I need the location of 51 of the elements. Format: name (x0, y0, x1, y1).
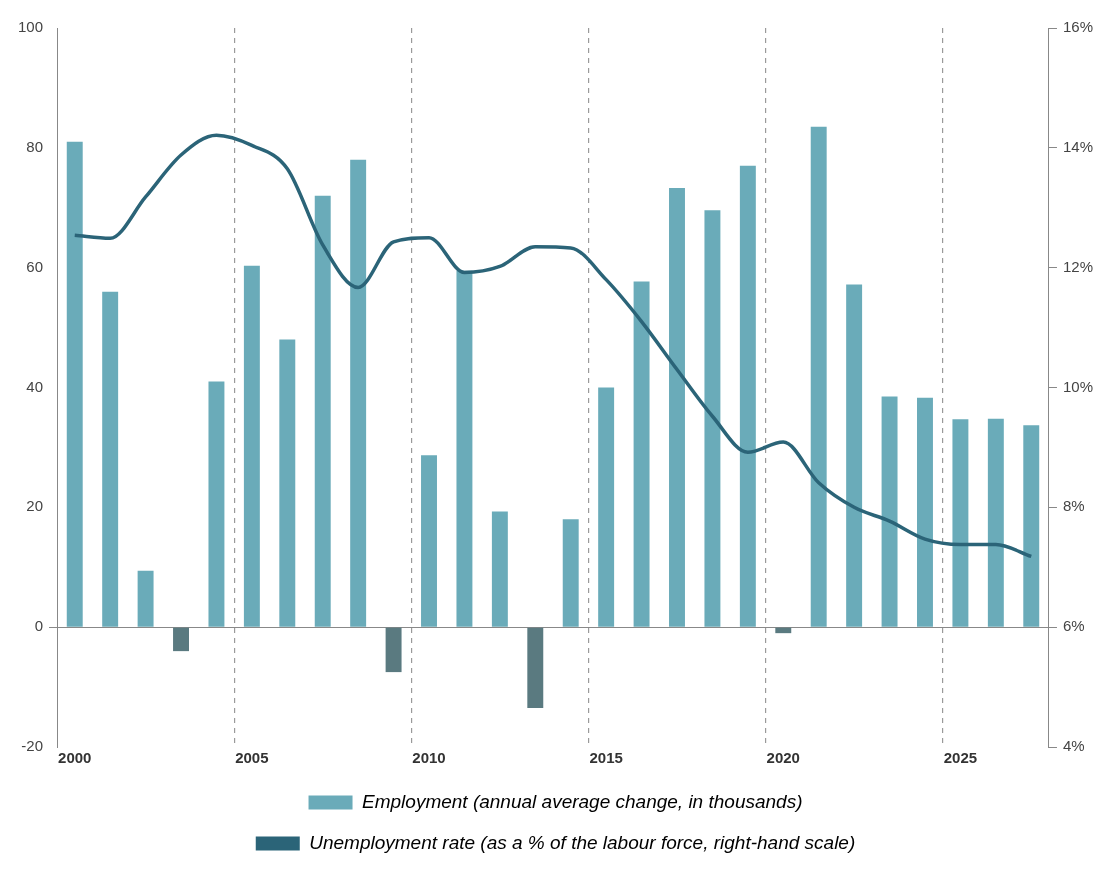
bar (137, 570, 154, 627)
x-tick-label: 2025 (943, 749, 978, 767)
bar (385, 627, 402, 673)
y-tick-label: 20 (26, 497, 44, 515)
y-tick-label: 60 (26, 257, 44, 275)
bar (102, 291, 119, 627)
bar (917, 397, 933, 627)
y-tick-label: 80 (26, 137, 44, 155)
bar (350, 159, 367, 627)
x-tick-label: 2020 (766, 749, 800, 767)
bar (704, 210, 721, 627)
bar (243, 265, 260, 627)
bar (456, 270, 473, 627)
bar (527, 627, 544, 709)
y2-tick-label: 14% (1062, 137, 1094, 155)
bar (66, 141, 83, 627)
bar (739, 165, 756, 627)
y-tick-label: 40 (26, 377, 44, 395)
x-tick-label: 2000 (58, 749, 92, 767)
legend-label: Unemployment rate (as a % of the labour force, right-hand scale) (309, 831, 856, 853)
y-tick-label: 0 (34, 617, 44, 635)
bar (881, 396, 898, 627)
bar (669, 187, 685, 627)
bar (810, 126, 827, 627)
y2-tick-label: 12% (1062, 257, 1094, 275)
line-series (72, 133, 1034, 559)
y2-tick-label: 4% (1062, 737, 1085, 755)
bar (987, 418, 1004, 627)
legend-label: Employment (annual average change, in thousands) (362, 790, 803, 812)
y-tick-label: 100 (18, 18, 44, 36)
x-tick-label: 2010 (412, 749, 446, 767)
bar (208, 381, 225, 627)
bar (562, 519, 579, 627)
y2-tick-label: 10% (1062, 377, 1094, 395)
bar (846, 284, 863, 627)
bar (314, 195, 331, 627)
bar (173, 627, 189, 652)
y-tick-label: -20 (21, 737, 44, 755)
y2-tick-label: 8% (1062, 497, 1085, 515)
bar (279, 339, 296, 627)
bar (491, 511, 508, 627)
bar (598, 387, 615, 627)
bar (633, 281, 650, 627)
x-tick-label: 2015 (589, 749, 623, 767)
bar (421, 455, 437, 627)
bar (1023, 425, 1040, 627)
bar (952, 419, 969, 627)
y2-tick-label: 6% (1062, 617, 1085, 635)
bar (775, 627, 792, 634)
y2-tick-label: 16% (1062, 18, 1094, 36)
x-tick-label: 2005 (235, 749, 269, 767)
